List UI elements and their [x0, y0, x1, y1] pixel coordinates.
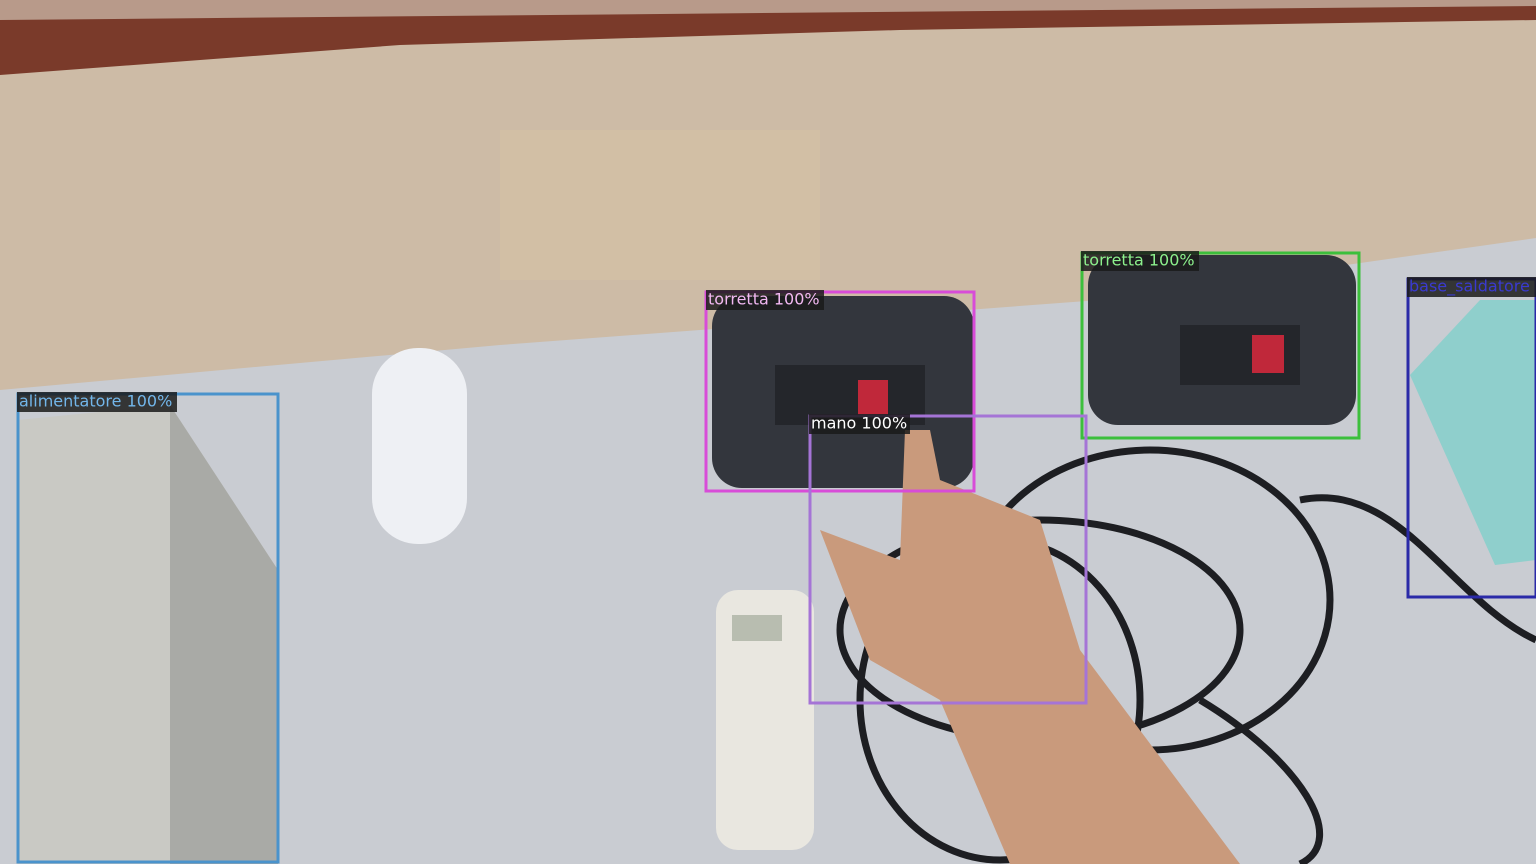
wall-trim [0, 0, 1536, 20]
switch [858, 380, 888, 415]
bounding-box [808, 414, 1088, 705]
detection-label: base_saldatore 100% [1409, 277, 1536, 297]
night-light [372, 348, 467, 544]
detection-label: torretta 100% [708, 290, 820, 309]
solder-base [1410, 300, 1536, 565]
switch [1252, 335, 1284, 373]
label-background [1081, 251, 1199, 271]
label-background [17, 392, 177, 412]
detection-label: mano 100% [811, 414, 907, 433]
remote-screen [732, 615, 782, 641]
bounding-box [1080, 251, 1361, 440]
detection-label: torretta 100% [1083, 251, 1195, 270]
label-background [706, 290, 824, 310]
detection-label: alimentatore 100% [19, 392, 172, 411]
label-background [1407, 277, 1536, 297]
bounding-box [704, 290, 976, 493]
wall [0, 0, 1536, 75]
label-background [809, 414, 910, 434]
floor-tile [500, 130, 820, 280]
remote [716, 590, 814, 850]
hand [820, 430, 1240, 864]
power-supply-side [170, 405, 278, 864]
